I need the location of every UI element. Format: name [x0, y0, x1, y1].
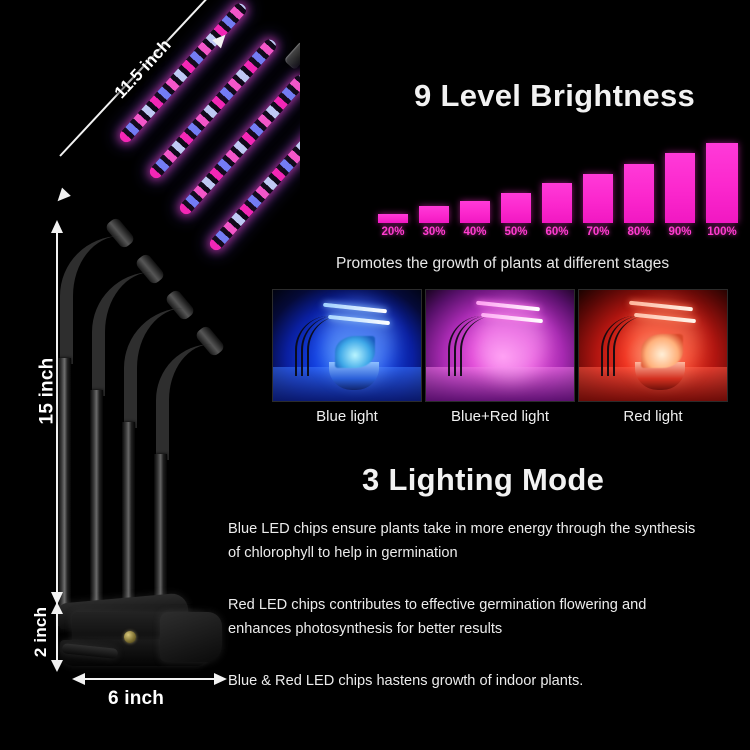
photo-caption-blue-red: Blue+Red light	[451, 408, 549, 425]
paragraph-blue-led: Blue LED chips ensure plants take in mor…	[228, 521, 696, 561]
dim-arrowhead-arm-length-bottom	[53, 187, 71, 206]
photo-caption-blue: Blue light	[316, 408, 378, 425]
photo-blue-red-scene	[426, 290, 574, 401]
scene-plant	[488, 334, 530, 368]
bar-label-90: 90%	[668, 226, 692, 238]
bar-column: 70%	[583, 174, 613, 238]
led-cap-1	[283, 40, 300, 71]
scene-lamp-arms	[601, 316, 635, 376]
clamp-pivot-screw	[124, 631, 136, 643]
gooseneck-stem-1	[58, 358, 71, 626]
scene-plant	[335, 336, 375, 368]
bar-column: 90%	[665, 153, 695, 238]
bar-column: 30%	[419, 206, 449, 238]
bar-column: 50%	[501, 193, 531, 238]
brightness-caption: Promotes the growth of plants at differe…	[336, 255, 670, 272]
info-column: 9 Level Brightness 20% 30% 40% 50% 60%	[228, 0, 750, 750]
scene-lamp-arms	[295, 316, 329, 376]
bar-100	[706, 143, 738, 223]
scene-lamp-arms	[454, 316, 488, 376]
dim-arrowhead-clamp-width-right	[214, 673, 227, 685]
dim-line-clamp-height	[56, 612, 58, 670]
bar-20	[378, 214, 408, 223]
photo-red-light	[578, 289, 728, 402]
lighting-mode-heading: 3 Lighting Mode	[362, 462, 605, 497]
led-strip-3	[177, 72, 300, 217]
gooseneck-stem-2	[90, 390, 103, 628]
bar-column: 20%	[378, 214, 408, 238]
scene-lamp-arms	[301, 316, 335, 376]
bar-40	[460, 201, 490, 223]
led-strip-2	[147, 36, 279, 181]
bar-label-30: 30%	[422, 226, 446, 238]
bar-label-20: 20%	[381, 226, 405, 238]
bar-label-70: 70%	[586, 226, 610, 238]
dim-arrowhead-height-bottom	[51, 592, 63, 605]
bar-column: 60%	[542, 183, 572, 238]
bar-column: 80%	[624, 164, 654, 238]
dim-label-height: 15 inch	[36, 357, 58, 425]
clamp-rear-pad	[160, 612, 222, 662]
dim-arrowhead-clamp-width-left	[72, 673, 85, 685]
bar-column: 40%	[460, 201, 490, 238]
photo-red-scene	[579, 290, 727, 401]
dim-line-clamp-width	[84, 678, 216, 680]
paragraph-red-led: Red LED chips contributes to effective g…	[228, 597, 647, 637]
dim-arrowhead-height-top	[51, 220, 63, 233]
scene-lamp-arms	[448, 316, 482, 376]
photo-blue-scene	[273, 290, 421, 401]
photo-blue-light	[272, 289, 422, 402]
dim-arrowhead-clamp-height-top	[51, 602, 63, 614]
paragraph-blue-red-led: Blue & Red LED chips hastens growth of i…	[228, 673, 584, 689]
bar-column: 100%	[706, 143, 738, 238]
bar-label-100: 100%	[707, 226, 737, 238]
dim-line-height	[56, 232, 58, 604]
scene-lamp-arms	[613, 316, 647, 376]
photo-blue-red-light	[425, 289, 575, 402]
dim-arrowhead-clamp-height-bottom	[51, 660, 63, 672]
bar-label-50: 50%	[504, 226, 528, 238]
bar-label-60: 60%	[545, 226, 569, 238]
gooseneck-stem-3	[122, 422, 135, 630]
dim-label-clamp-width: 6 inch	[108, 688, 165, 709]
bar-80	[624, 164, 654, 223]
gooseneck-stem-4	[154, 454, 167, 632]
photo-caption-red: Red light	[623, 408, 683, 425]
brightness-heading: 9 Level Brightness	[414, 78, 696, 113]
scene-lamp-arms	[607, 316, 641, 376]
bar-label-40: 40%	[463, 226, 487, 238]
brightness-bar-chart: 20% 30% 40% 50% 60% 70%	[378, 133, 740, 245]
scene-lamp-arms	[460, 316, 494, 376]
bar-60	[542, 183, 572, 223]
scene-plant	[641, 334, 683, 368]
bar-30	[419, 206, 449, 223]
scene-lamp-arms	[307, 316, 341, 376]
product-photo: 11.5 inch 15 inch 2 inch 6 inch	[0, 0, 300, 750]
bar-70	[583, 174, 613, 223]
dim-label-clamp-height: 2 inch	[31, 606, 51, 658]
bar-90	[665, 153, 695, 223]
bar-label-80: 80%	[627, 226, 651, 238]
bar-50	[501, 193, 531, 223]
